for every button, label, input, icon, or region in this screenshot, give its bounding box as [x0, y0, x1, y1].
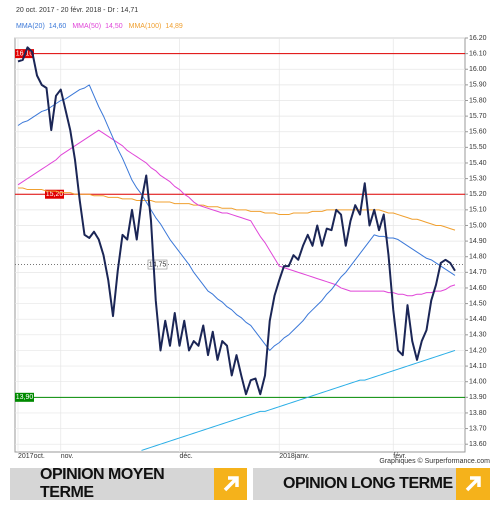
level-label: 14,75 — [149, 261, 167, 268]
y-tick-label: 14.20 — [469, 347, 487, 354]
y-tick-label: 14.50 — [469, 300, 487, 307]
arrow — [223, 476, 239, 492]
level-label: 15,20 — [46, 191, 64, 198]
y-tick-label: 16.00 — [469, 66, 487, 73]
y-tick-label: 15.00 — [469, 222, 487, 229]
legend: MMA(20) 14,60 MMA(50) 14,50 MMA(100) 14,89 — [16, 23, 183, 30]
series-line — [17, 84, 456, 351]
y-tick-label: 14.40 — [469, 316, 487, 323]
series-line — [17, 46, 456, 396]
x-tick-label: 2018janv. — [279, 453, 309, 460]
level-label-box — [45, 189, 64, 199]
y-tick-label: 15.20 — [469, 191, 487, 198]
y-tick-label: 14.30 — [469, 332, 487, 339]
y-tick-label: 15.80 — [469, 97, 487, 104]
arrow-icon — [456, 468, 490, 500]
series-line — [17, 129, 456, 297]
legend-entry: MMA(100) — [129, 23, 162, 30]
arrow — [465, 476, 481, 492]
y-tick-label: 14.00 — [469, 379, 487, 386]
y-tick-label: 14.90 — [469, 238, 487, 245]
y-tick-label: 15.40 — [469, 160, 487, 167]
opinion-label: OPINION MOYEN TERME — [40, 466, 165, 501]
chart-subtitle: 20 oct. 2017 - 20 févr. 2018 - Dr : 14,7… — [16, 7, 138, 14]
y-tick-label: 14.80 — [469, 254, 487, 261]
legend-value: 14,89 — [165, 23, 183, 30]
chart: 20 oct. 2017 - 20 févr. 2018 - Dr : 14,7… — [14, 7, 490, 465]
x-tick-label: 2017oct. — [18, 453, 45, 460]
plot-frame — [14, 37, 466, 453]
y-tick-label: 13.90 — [469, 394, 487, 401]
x-tick-label: déc. — [180, 453, 193, 460]
y-tick-label: 15.30 — [469, 175, 487, 182]
y-tick-label: 16.10 — [469, 50, 487, 57]
level-label-box — [147, 259, 168, 270]
x-tick-label: nov. — [61, 453, 74, 460]
y-tick-label: 15.10 — [469, 207, 487, 214]
y-tick-label: 15.60 — [469, 129, 487, 136]
y-tick-label: 14.70 — [469, 269, 487, 276]
y-tick-label: 13.80 — [469, 410, 487, 417]
arrow-icon — [214, 468, 247, 500]
series-line — [18, 187, 456, 231]
series-line — [141, 349, 456, 451]
y-tick-label: 15.70 — [469, 113, 487, 120]
legend-value: 14,50 — [105, 23, 123, 30]
legend-entry: MMA(50) — [72, 23, 101, 30]
level-label: 13,90 — [16, 394, 34, 401]
y-tick-label: 15.90 — [469, 82, 487, 89]
legend-value: 14,60 — [49, 23, 67, 30]
watermark: Graphiques © Surperformance.com — [379, 457, 490, 465]
y-tick-label: 15.50 — [469, 144, 487, 151]
opinion-label: OPINION LONG TERME — [283, 475, 453, 492]
y-tick-label: 16.20 — [469, 35, 487, 42]
y-tick-label: 13.60 — [469, 441, 487, 448]
y-tick-label: 14.60 — [469, 285, 487, 292]
legend-entry: MMA(20) — [16, 23, 45, 30]
y-tick-label: 14.10 — [469, 363, 487, 370]
x-tick-label: févr. — [393, 453, 406, 460]
opinion-long: OPINION LONG TERME — [253, 468, 490, 500]
y-tick-label: 13.70 — [469, 425, 487, 432]
footer: OPINION MOYEN TERME OPINION LONG TERME — [10, 466, 490, 501]
level-label-box — [15, 392, 34, 402]
opinion-medium: OPINION MOYEN TERME — [10, 466, 247, 501]
